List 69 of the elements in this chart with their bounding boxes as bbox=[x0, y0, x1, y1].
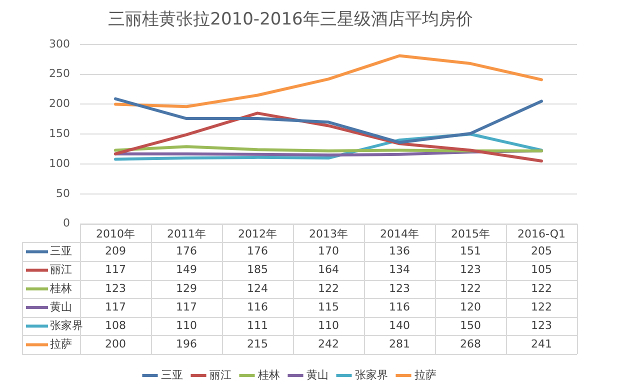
data-label: 108 bbox=[105, 318, 126, 332]
data-label: 122 bbox=[460, 282, 481, 295]
data-label: 268 bbox=[460, 338, 481, 351]
y-tick-label: 250 bbox=[49, 67, 70, 80]
data-label: 134 bbox=[389, 263, 410, 276]
data-label: 241 bbox=[531, 338, 552, 351]
data-label: 150 bbox=[460, 318, 481, 332]
data-label: 129 bbox=[176, 282, 197, 295]
y-tick-label: 0 bbox=[63, 216, 70, 230]
x-tick-label: 2011年 bbox=[167, 227, 206, 240]
data-label: 140 bbox=[389, 318, 410, 332]
x-tick-label: 2015年 bbox=[451, 227, 490, 240]
data-label: 117 bbox=[105, 263, 126, 276]
legend-label: 拉萨 bbox=[50, 338, 72, 351]
data-label: 215 bbox=[247, 338, 268, 351]
data-label: 151 bbox=[460, 244, 481, 258]
data-label: 122 bbox=[531, 300, 552, 314]
data-label: 111 bbox=[247, 318, 268, 332]
data-label: 123 bbox=[460, 263, 481, 276]
legend-label: 黄山 bbox=[50, 300, 72, 314]
data-label: 123 bbox=[389, 282, 410, 295]
data-label: 176 bbox=[247, 244, 268, 258]
x-tick-label: 2012年 bbox=[238, 227, 277, 240]
data-label: 209 bbox=[105, 244, 126, 258]
legend-label: 三亚 bbox=[50, 244, 72, 258]
data-label: 281 bbox=[389, 338, 410, 351]
legend-label: 丽江 bbox=[50, 263, 72, 276]
data-label: 117 bbox=[176, 300, 197, 314]
data-label: 149 bbox=[176, 263, 197, 276]
data-label: 242 bbox=[318, 338, 339, 351]
text: 黄山 bbox=[306, 368, 328, 382]
y-tick-label: 50 bbox=[56, 186, 70, 200]
data-label: 105 bbox=[531, 263, 552, 276]
data-label: 116 bbox=[247, 300, 268, 314]
text: 丽江 bbox=[210, 368, 232, 382]
data-label: 115 bbox=[318, 300, 339, 314]
data-label: 205 bbox=[531, 244, 552, 258]
text: 三亚 bbox=[161, 368, 183, 382]
legend-label: 桂林 bbox=[49, 282, 72, 295]
text: 桂林 bbox=[258, 368, 280, 382]
data-label: 110 bbox=[318, 318, 339, 332]
data-label: 123 bbox=[105, 282, 126, 295]
data-label: 170 bbox=[318, 244, 339, 258]
data-label: 136 bbox=[389, 244, 410, 258]
data-label: 122 bbox=[318, 282, 339, 295]
data-label: 124 bbox=[247, 282, 268, 295]
text: 拉萨 bbox=[414, 368, 436, 382]
data-label: 120 bbox=[460, 300, 481, 314]
data-label: 200 bbox=[105, 338, 126, 351]
legend-label: 张家界 bbox=[50, 318, 83, 332]
x-tick-label: 2013年 bbox=[309, 227, 348, 240]
x-tick-label: 2010年 bbox=[96, 227, 135, 240]
data-label: 196 bbox=[176, 338, 197, 351]
y-tick-label: 100 bbox=[49, 156, 70, 170]
x-tick-label: 2016-Q1 bbox=[517, 227, 566, 240]
x-tick-label: 2014年 bbox=[380, 227, 419, 240]
data-label: 176 bbox=[176, 244, 197, 258]
y-tick-label: 200 bbox=[49, 97, 70, 110]
data-label: 110 bbox=[176, 318, 197, 332]
text: 张家界 bbox=[355, 368, 388, 382]
chart-title: 三丽桂黄张拉2010-2016年三星级酒店平均房价 bbox=[108, 10, 473, 30]
data-label: 117 bbox=[105, 300, 126, 314]
data-label: 122 bbox=[531, 282, 552, 295]
y-tick-label: 300 bbox=[49, 37, 70, 50]
data-label: 185 bbox=[247, 263, 268, 276]
data-label: 116 bbox=[389, 300, 410, 314]
data-label: 164 bbox=[318, 263, 339, 276]
y-tick-label: 150 bbox=[49, 126, 70, 140]
data-label: 123 bbox=[531, 318, 552, 332]
